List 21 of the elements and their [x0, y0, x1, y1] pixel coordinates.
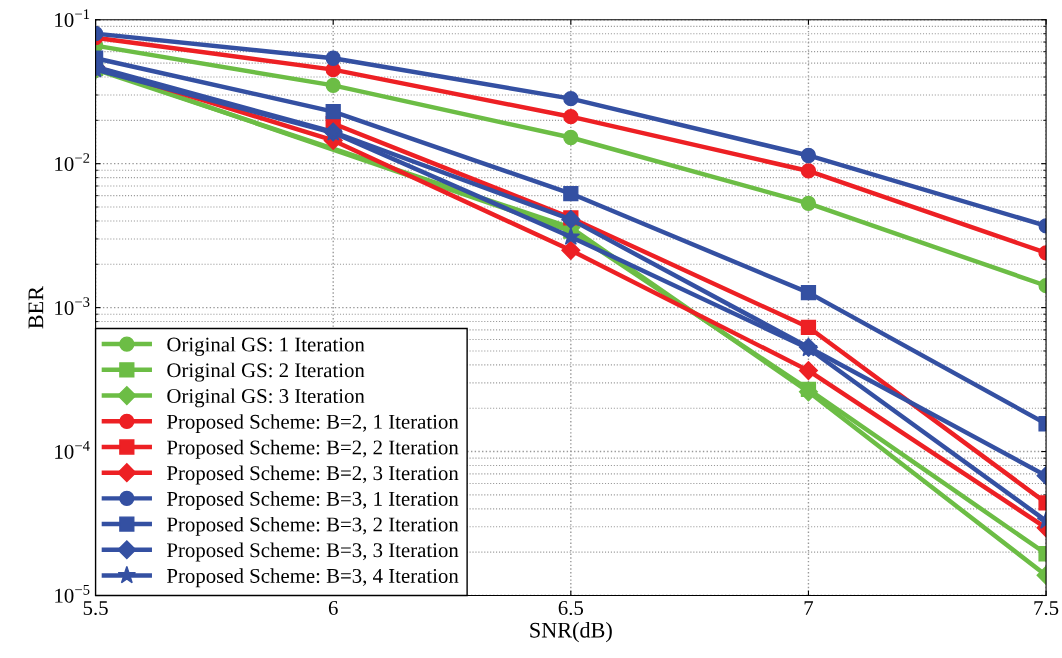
- legend-label: Proposed Scheme: B=2, 2 Iteration: [167, 439, 459, 459]
- legend-label: Proposed Scheme: B=3, 3 Iteration: [167, 542, 459, 562]
- x-tick-label: 6.5: [558, 601, 584, 616]
- y-tick-label: 10$^{−4}$: [55, 441, 90, 459]
- legend-label: Original GS: 2 Iteration: [167, 362, 365, 382]
- x-tick-label: 5.5: [83, 601, 108, 616]
- y-axis-title: BER: [28, 286, 44, 329]
- legend-label: Proposed Scheme: B=3, 4 Iteration: [167, 568, 459, 588]
- legend-label: Original GS: 3 Iteration: [167, 388, 365, 408]
- x-tick-label: 7.5: [1034, 601, 1059, 616]
- legend-label: Proposed Scheme: B=2, 3 Iteration: [167, 465, 459, 485]
- legend-label: Proposed Scheme: B=3, 1 Iteration: [167, 491, 459, 511]
- y-tick-label: 10$^{−1}$: [55, 9, 90, 28]
- x-tick-label: 7: [804, 601, 814, 615]
- y-tick-label: 10$^{−2}$: [55, 153, 90, 172]
- legend-label: Original GS: 1 Iteration: [167, 336, 365, 356]
- legend-label: Proposed Scheme: B=3, 2 Iteration: [167, 516, 459, 536]
- legend-label: Proposed Scheme: B=2, 1 Iteration: [167, 414, 459, 434]
- x-tick-label: 6: [328, 601, 338, 616]
- y-tick-label: 10$^{−3}$: [55, 297, 90, 315]
- x-axis-title: SNR(dB): [530, 622, 612, 643]
